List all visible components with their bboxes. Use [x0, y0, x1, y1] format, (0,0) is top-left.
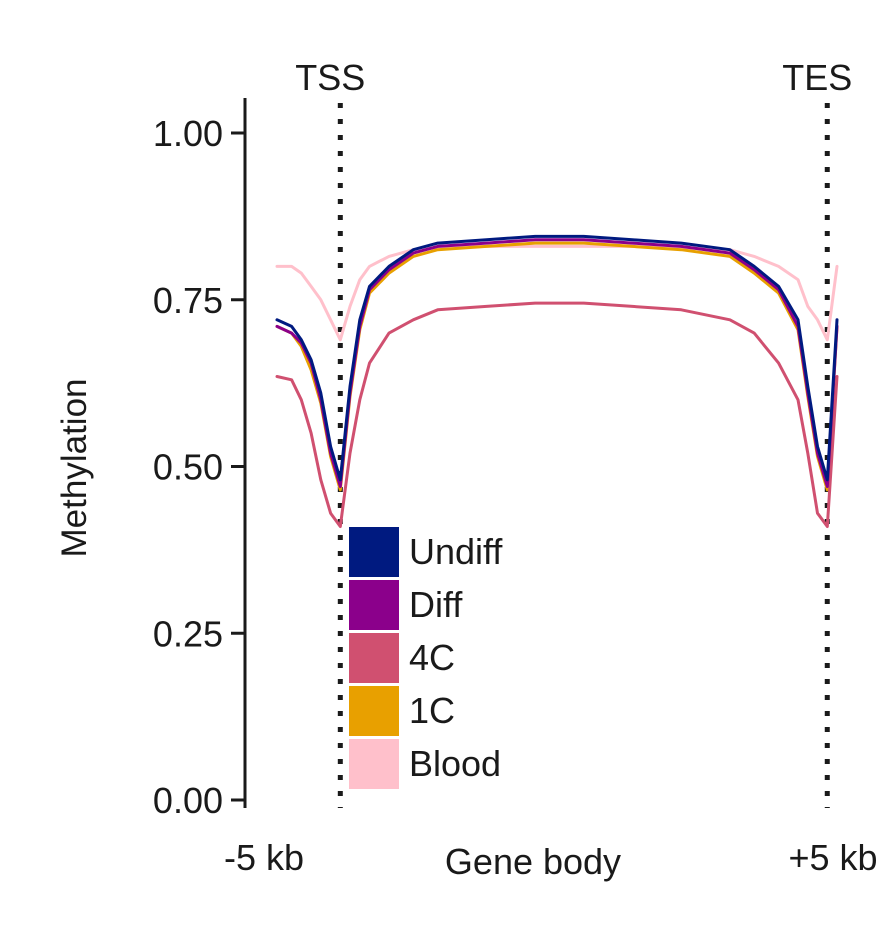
- series-line-undiff: [275, 234, 839, 482]
- y-tick-label: 0.75: [153, 280, 223, 321]
- y-tick-label: 0.50: [153, 447, 223, 488]
- y-tick-label: 1.00: [153, 113, 223, 154]
- legend-key-blood: [349, 739, 399, 789]
- legend-key-1c: [349, 686, 399, 736]
- y-axis-title: Methylation: [55, 379, 94, 558]
- y-tick-label: 0.00: [153, 780, 223, 821]
- y-tick-label: 0.25: [153, 613, 223, 654]
- marker-label-tss: TSS: [295, 57, 365, 98]
- legend-label-1c: 1C: [409, 690, 455, 731]
- legend-key-4c: [349, 633, 399, 683]
- x-tick-label-left: -5 kb: [224, 837, 304, 878]
- legend-key-diff: [349, 580, 399, 630]
- legend-label-diff: Diff: [409, 584, 463, 625]
- series-line-4c: [275, 301, 839, 528]
- x-tick-label-right: +5 kb: [788, 837, 877, 878]
- legend-label-4c: 4C: [409, 637, 455, 678]
- legend-label-blood: Blood: [409, 743, 501, 784]
- x-axis-title: Gene body: [445, 841, 621, 882]
- legend-key-undiff: [349, 527, 399, 577]
- marker-label-tes: TES: [782, 57, 852, 98]
- legend-label-undiff: Undiff: [409, 531, 503, 572]
